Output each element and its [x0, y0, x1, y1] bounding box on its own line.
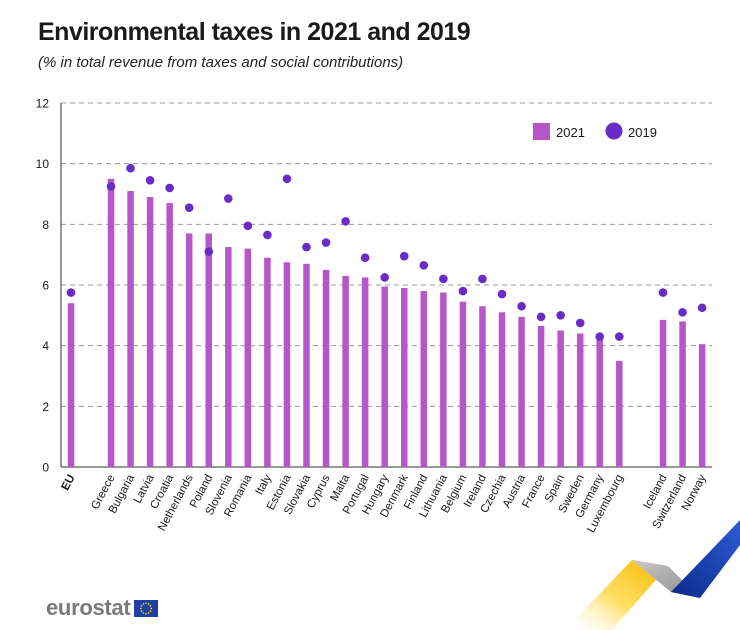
dot-2019-latvia — [145, 176, 155, 185]
flag-star — [142, 611, 145, 614]
dot-2019-portugal — [360, 253, 370, 262]
bar-2021-poland — [205, 233, 212, 467]
dot-2019-spain — [556, 311, 565, 320]
legend-label-2019: 2019 — [628, 125, 657, 140]
bar-2021-slovenia — [225, 247, 232, 467]
bar-2021-norway — [698, 344, 706, 467]
bar-2021-slovakia — [303, 263, 310, 467]
flag-star — [150, 607, 153, 609]
bar-2021-cyprus — [322, 269, 330, 467]
eurostat-logo: eurostat — [46, 595, 159, 621]
flag-star — [141, 609, 143, 612]
bar-2021-lithuania — [440, 292, 447, 467]
bar-2021-austria — [518, 316, 525, 467]
dot-2019-bulgaria — [126, 163, 135, 173]
bar-2021-denmark — [401, 288, 408, 467]
dot-2019-austria — [517, 301, 526, 311]
y-tick-label: 0 — [42, 461, 49, 475]
dot-2019-lithuania — [439, 274, 448, 284]
flag-star — [150, 604, 152, 607]
dot-2019-slovakia — [302, 242, 311, 252]
dot-2019-finland — [419, 260, 429, 270]
bar-2021-malta — [342, 275, 349, 467]
flag-star — [142, 602, 145, 605]
legend-swatch-2019 — [605, 122, 623, 140]
logo-text: eurostat — [46, 595, 131, 620]
dot-2019-romania — [243, 221, 253, 231]
bar-2021-france — [537, 325, 545, 467]
chart-title: Environmental taxes in 2021 and 2019 — [38, 18, 471, 46]
bar-2021-croatia — [166, 203, 173, 467]
bar-2021-luxembourg — [616, 360, 623, 467]
bar-2021-bulgaria — [127, 190, 134, 467]
flag-star — [145, 612, 148, 615]
bar-2021-italy — [264, 257, 271, 467]
bar-2021-switzerland — [679, 321, 686, 467]
flag-star — [148, 602, 150, 605]
dot-2019-italy — [263, 230, 272, 240]
y-tick-label: 2 — [42, 400, 49, 414]
eu-flag-icon — [134, 599, 159, 617]
bar-2021-hungary — [381, 286, 388, 467]
bar-2021-iceland — [659, 319, 667, 467]
dot-2019-eu — [66, 288, 76, 297]
flag-star — [141, 604, 143, 607]
bar-2021-belgium — [459, 301, 467, 467]
bar-2021-greece — [107, 178, 115, 468]
dot-2019-cyprus — [321, 238, 331, 247]
y-tick-label: 4 — [42, 339, 49, 353]
bar-2021-eu — [67, 303, 75, 467]
bar-2021-finland — [420, 291, 428, 467]
dot-2019-sweden — [575, 318, 585, 328]
y-tick-label: 10 — [36, 157, 50, 171]
bar-2021-ireland — [479, 306, 486, 467]
flag-star — [140, 607, 143, 609]
dot-2019-france — [536, 312, 546, 322]
dot-2019-norway — [697, 303, 707, 313]
dot-2019-ireland — [478, 274, 487, 284]
dot-2019-germany — [595, 332, 605, 341]
dot-2019-slovenia — [224, 194, 233, 203]
bar-2021-czechia — [498, 312, 506, 467]
dot-2019-luxembourg — [615, 332, 624, 341]
bar-2021-sweden — [576, 333, 584, 467]
bar-2021-estonia — [283, 262, 291, 467]
bar-2021-portugal — [361, 277, 369, 467]
dot-2019-switzerland — [678, 308, 687, 317]
legend: 2021 2019 — [533, 122, 657, 140]
y-tick-label: 12 — [36, 97, 50, 111]
flag-star — [148, 611, 150, 614]
bar-2021-latvia — [146, 197, 154, 468]
bar-2021-spain — [557, 330, 564, 467]
dot-2019-greece — [106, 182, 116, 191]
dot-2019-czechia — [497, 289, 507, 299]
bar-2021-germany — [596, 339, 603, 467]
y-tick-label: 6 — [42, 279, 49, 293]
y-tick-label: 8 — [42, 218, 49, 232]
dots-2019 — [66, 163, 707, 341]
x-tick-labels: EU GreeceBulgariaLatviaCroatiaNetherlands… — [60, 472, 709, 535]
dot-2019-poland — [204, 247, 214, 256]
dot-2019-iceland — [658, 288, 668, 297]
chart-subtitle: (% in total revenue from taxes and socia… — [38, 54, 404, 71]
dot-2019-belgium — [458, 286, 468, 296]
dot-2019-denmark — [399, 251, 409, 261]
x-tick-label-eu: EU — [60, 473, 78, 493]
legend-label-2021: 2021 — [556, 125, 585, 140]
dot-2019-estonia — [282, 174, 292, 184]
legend-swatch-2021 — [533, 123, 550, 140]
flag-star — [145, 601, 148, 604]
dot-2019-croatia — [165, 183, 174, 193]
dot-2019-netherlands — [184, 203, 194, 212]
dot-2019-hungary — [380, 273, 390, 282]
bar-2021-netherlands — [185, 233, 193, 467]
dot-2019-malta — [341, 217, 350, 226]
bar-2021-romania — [244, 248, 252, 467]
bars-2021 — [67, 178, 706, 468]
flag-star — [150, 609, 152, 612]
